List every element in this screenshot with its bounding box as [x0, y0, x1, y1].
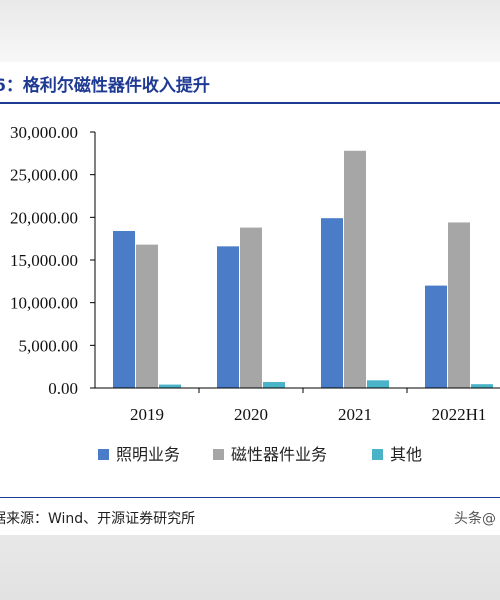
- figure-card: 6：格利尔磁性器件收入提升 0.00 5,000.00 10,000.00 15,00…: [0, 62, 500, 535]
- y-axis: 0.00 5,000.00 10,000.00 15,000.00 20,000.00 2…: [10, 123, 96, 398]
- y-tick-label: 15,000.00: [10, 251, 78, 270]
- legend-swatch: [213, 449, 224, 460]
- y-tick-label: 0.00: [48, 379, 78, 398]
- y-tick-label: 25,000.00: [10, 166, 78, 185]
- bar-2020-2: [263, 382, 285, 388]
- x-axis: 2019 2020 2021 2022H1: [95, 387, 500, 424]
- x-tick-label: 2021: [338, 405, 372, 424]
- watermark-text: 头条@: [454, 511, 496, 527]
- x-tick-label: 2019: [130, 405, 164, 424]
- y-tick-label: 20,000.00: [10, 208, 78, 227]
- legend-label: 照明业务: [116, 445, 180, 464]
- bar-2020-1: [240, 227, 262, 388]
- x-tick-label: 2022H1: [432, 405, 487, 424]
- bar-2019-2: [159, 384, 181, 388]
- bar-2019-1: [136, 244, 158, 388]
- blurred-bottom-region: [0, 535, 500, 600]
- bar-2021-0: [321, 218, 343, 388]
- blurred-top-region: [0, 0, 500, 62]
- bar-2022H1-2: [471, 384, 493, 388]
- figure-title-row: 6：格利尔磁性器件收入提升: [0, 62, 500, 104]
- chart-title: 6：格利尔磁性器件收入提升: [0, 76, 210, 96]
- bar-2022H1-1: [448, 222, 470, 388]
- legend-swatch: [372, 449, 383, 460]
- legend: 照明业务 磁性器件业务 其他: [98, 445, 422, 464]
- source-note: 据来源：Wind、开源证券研究所: [0, 511, 196, 527]
- legend-swatch: [98, 449, 109, 460]
- bar-2019-0: [113, 230, 135, 388]
- bar-chart: 0.00 5,000.00 10,000.00 15,000.00 20,000.00 2…: [10, 123, 500, 464]
- bottom-rule: [0, 497, 500, 498]
- bar-2020-0: [217, 246, 239, 388]
- bar-2021-2: [367, 380, 389, 388]
- bar-2022H1-0: [425, 285, 447, 388]
- legend-label: 磁性器件业务: [231, 445, 327, 464]
- bar-2021-1: [344, 150, 366, 388]
- legend-label: 其他: [390, 445, 422, 464]
- y-tick-label: 5,000.00: [19, 336, 79, 355]
- bars: [113, 150, 493, 388]
- x-tick-label: 2020: [234, 405, 268, 424]
- y-tick-label: 10,000.00: [10, 294, 78, 313]
- y-tick-label: 30,000.00: [10, 123, 78, 142]
